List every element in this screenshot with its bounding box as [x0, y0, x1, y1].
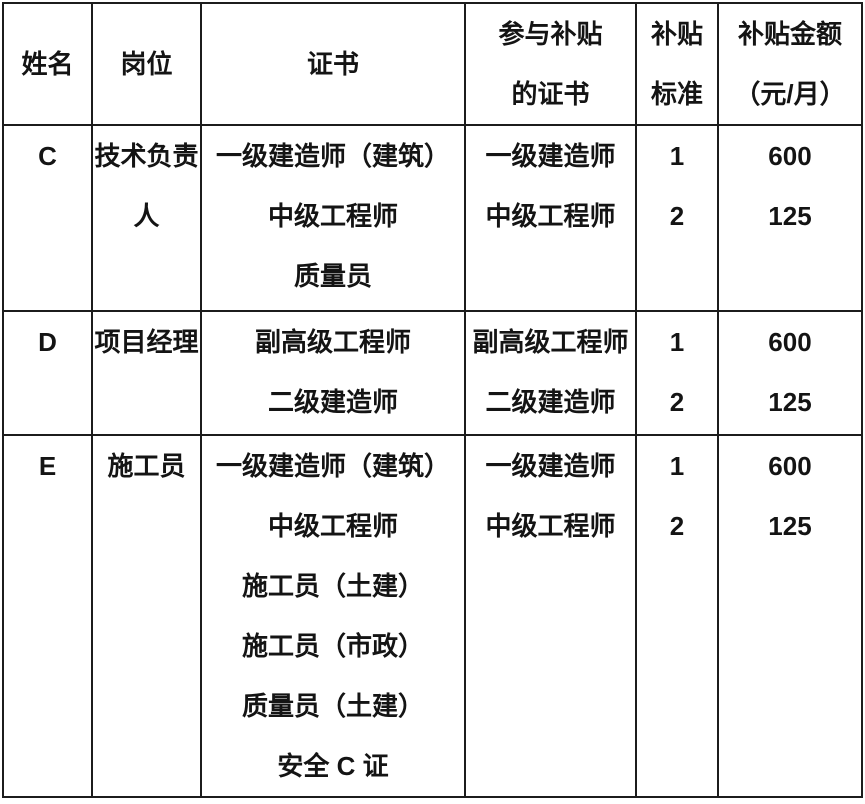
subsidy-standard-value: 2	[669, 511, 685, 541]
cell-position: 技术负责 人	[91, 124, 202, 312]
subsidized-certificate-line: 中级工程师	[485, 201, 616, 231]
cell-subsidy-standard: 1 2	[635, 124, 719, 312]
cell-subsidy-amount: 600 125	[717, 124, 863, 312]
header-certificate: 证书	[200, 2, 466, 126]
cell-name: C	[2, 124, 93, 312]
subsidized-certificate-line: 二级建造师	[485, 387, 616, 417]
header-name: 姓名	[2, 2, 93, 126]
header-subsidized-certificate: 参与补贴 的证书	[464, 2, 637, 126]
cell-name: D	[2, 310, 93, 436]
table-row: E 施工员 一级建造师（建筑） 中级工程师 施工员（土建） 施工员（市政） 质量…	[2, 434, 863, 798]
subsidized-certificate-line: 一级建造师	[485, 451, 616, 481]
subsidy-amount-value: 125	[768, 511, 812, 541]
position-line: 人	[133, 201, 160, 231]
cell-certificates: 一级建造师（建筑） 中级工程师 施工员（土建） 施工员（市政） 质量员（土建） …	[200, 434, 466, 798]
subsidy-standard-value: 1	[669, 451, 685, 481]
header-subsidized-certificate-label-line2: 的证书	[511, 79, 590, 109]
cell-subsidy-standard: 1 2	[635, 434, 719, 798]
subsidy-standard-value: 2	[669, 387, 685, 417]
cell-position: 项目经理	[91, 310, 202, 436]
header-subsidy-amount-label-line1: 补贴金额	[737, 19, 842, 49]
header-subsidized-certificate-label-line1: 参与补贴	[498, 19, 603, 49]
header-certificate-label: 证书	[306, 49, 359, 79]
header-subsidy-amount: 补贴金额 （元/月）	[717, 2, 863, 126]
table-row: D 项目经理 副高级工程师 二级建造师 副高级工程师 二级建造师 1 2 600…	[2, 310, 863, 436]
cell-subsidized-certificates: 一级建造师 中级工程师	[464, 434, 637, 798]
table-row: C 技术负责 人 一级建造师（建筑） 中级工程师 质量员 一级建造师 中级工程师…	[2, 124, 863, 312]
person-name: D	[38, 327, 57, 357]
subsidized-certificate-line: 副高级工程师	[472, 327, 629, 357]
header-subsidy-standard: 补贴 标准	[635, 2, 719, 126]
cell-subsidy-amount: 600 125	[717, 310, 863, 436]
position-line: 施工员	[107, 451, 186, 481]
certificate-line: 中级工程师	[267, 201, 398, 231]
cell-subsidy-amount: 600 125	[717, 434, 863, 798]
cell-position: 施工员	[91, 434, 202, 798]
header-subsidy-standard-label-line1: 补贴	[650, 19, 703, 49]
certificate-line: 一级建造师（建筑）	[215, 451, 450, 481]
subsidy-standard-value: 1	[669, 141, 685, 171]
subsidy-amount-value: 125	[768, 201, 812, 231]
subsidy-standard-value: 1	[669, 327, 685, 357]
certificate-line: 施工员（土建）	[241, 571, 424, 601]
cell-subsidized-certificates: 一级建造师 中级工程师	[464, 124, 637, 312]
header-position: 岗位	[91, 2, 202, 126]
certificate-line: 中级工程师	[267, 511, 398, 541]
header-name-label: 姓名	[21, 49, 74, 79]
header-subsidy-standard-label-line2: 标准	[650, 79, 703, 109]
cell-certificates: 副高级工程师 二级建造师	[200, 310, 466, 436]
position-line: 技术负责	[94, 141, 199, 171]
subsidy-amount-value: 600	[768, 141, 812, 171]
cell-subsidy-standard: 1 2	[635, 310, 719, 436]
cell-name: E	[2, 434, 93, 798]
header-subsidy-amount-label-line2: （元/月）	[734, 79, 846, 109]
table-header-row: 姓名 岗位 证书 参与补贴 的证书 补贴 标准 补贴金额 （元/月）	[2, 2, 863, 126]
subsidy-amount-value: 600	[768, 327, 812, 357]
subsidy-standard-value: 2	[669, 201, 685, 231]
certificate-line: 施工员（市政）	[241, 631, 424, 661]
position-line: 项目经理	[94, 327, 199, 357]
subsidy-amount-value: 600	[768, 451, 812, 481]
cell-certificates: 一级建造师（建筑） 中级工程师 质量员	[200, 124, 466, 312]
person-name: E	[38, 451, 57, 481]
certificate-line: 质量员	[293, 261, 372, 291]
certificate-line: 一级建造师（建筑）	[215, 141, 450, 171]
certificate-line: 副高级工程师	[254, 327, 411, 357]
certificate-line: 安全 C 证	[277, 751, 389, 781]
subsidy-amount-value: 125	[768, 387, 812, 417]
certificate-line: 二级建造师	[267, 387, 398, 417]
subsidized-certificate-line: 一级建造师	[485, 141, 616, 171]
person-name: C	[38, 141, 57, 171]
header-position-label: 岗位	[120, 49, 173, 79]
cell-subsidized-certificates: 副高级工程师 二级建造师	[464, 310, 637, 436]
subsidized-certificate-line: 中级工程师	[485, 511, 616, 541]
certificate-line: 质量员（土建）	[241, 691, 424, 721]
